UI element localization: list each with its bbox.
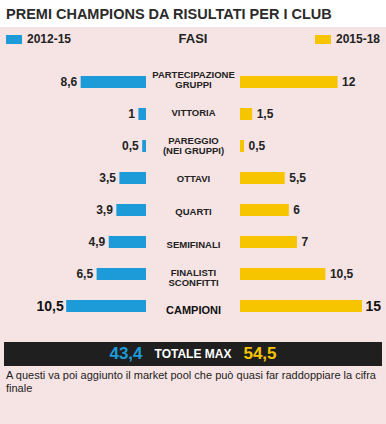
svg-text:3,9: 3,9	[96, 203, 113, 217]
svg-text:15: 15	[366, 298, 382, 314]
html-text:2012-15: 2012-15	[27, 31, 71, 46]
html-text:PREMI CHAMPIONS DA RISULTATI P: PREMI CHAMPIONS DA RISULTATI PER I CLUB	[6, 6, 332, 22]
svg-text:0,5: 0,5	[122, 139, 139, 153]
svg-text:OTTAVI: OTTAVI	[177, 173, 210, 184]
html-text:FASI: FASI	[178, 31, 208, 46]
svg-text:PAREGGIO(NEI GRUPPI): PAREGGIO(NEI GRUPPI)	[163, 135, 224, 156]
html-text:54,5: 54,5	[243, 344, 277, 363]
svg-text:VITTORIA: VITTORIA	[171, 107, 215, 118]
svg-text:PARTECIPAZIONEGRUPPI: PARTECIPAZIONEGRUPPI	[152, 69, 235, 90]
svg-text:5,5: 5,5	[289, 171, 306, 185]
svg-text:12: 12	[342, 75, 356, 89]
html-text:2015-18: 2015-18	[336, 31, 380, 46]
html-text:TOTALE MAX: TOTALE MAX	[154, 347, 232, 361]
html-text:A questi va poi aggiunto il ma: A questi va poi aggiunto il market pool …	[6, 369, 376, 395]
svg-text:6,5: 6,5	[76, 267, 93, 281]
svg-text:10,5: 10,5	[36, 298, 63, 314]
svg-text:QUARTI: QUARTI	[175, 206, 211, 217]
svg-text:7: 7	[301, 235, 308, 249]
svg-text:FINALISTISCONFITTI: FINALISTISCONFITTI	[168, 267, 218, 288]
svg-text:8,6: 8,6	[60, 75, 77, 89]
svg-text:4,9: 4,9	[89, 235, 106, 249]
svg-text:CAMPIONI: CAMPIONI	[166, 304, 221, 316]
svg-text:1: 1	[128, 107, 135, 121]
html-text:43,4: 43,4	[109, 344, 143, 363]
svg-text:6: 6	[293, 203, 300, 217]
svg-text:1,5: 1,5	[257, 107, 274, 121]
svg-text:0,5: 0,5	[249, 139, 266, 153]
svg-text:3,5: 3,5	[99, 171, 116, 185]
svg-text:SEMIFINALI: SEMIFINALI	[167, 239, 221, 250]
svg-text:10,5: 10,5	[330, 267, 354, 281]
